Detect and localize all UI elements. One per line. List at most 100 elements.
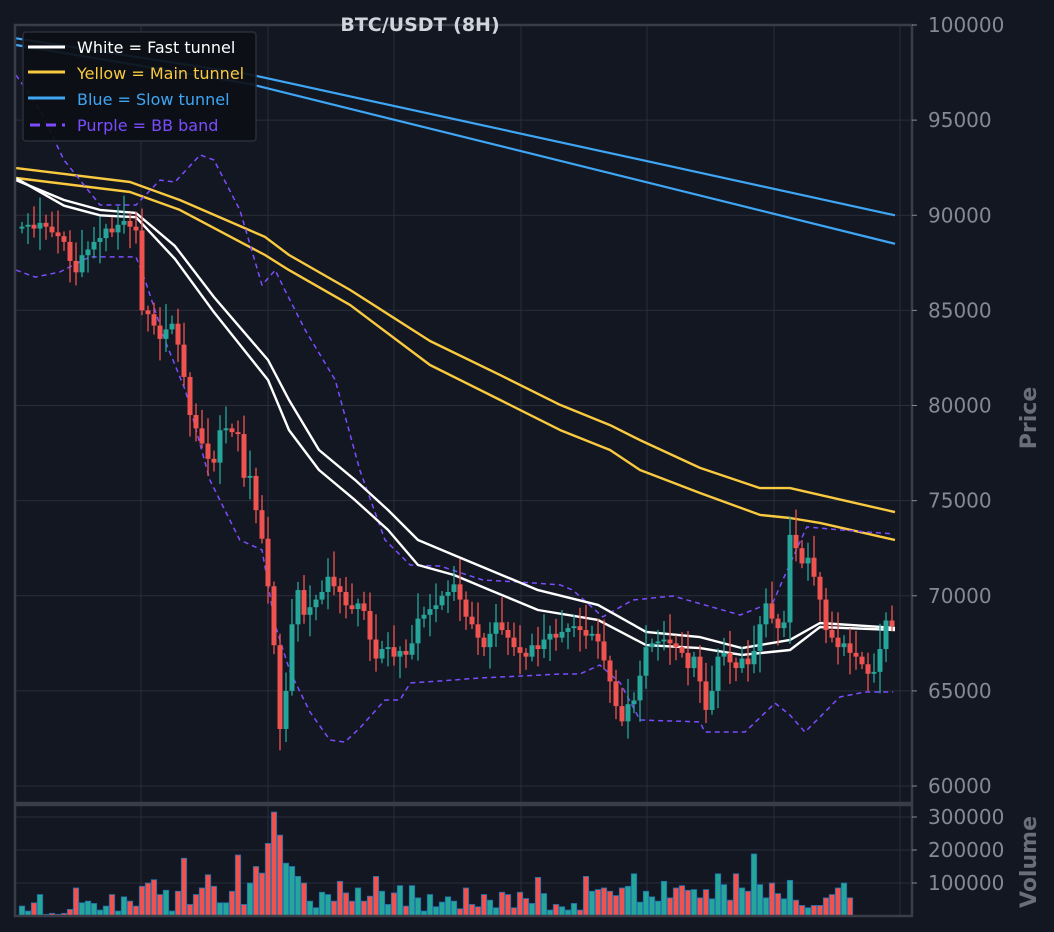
candle-body-up: [313, 599, 319, 608]
volume-bar: [570, 903, 578, 917]
volume-bar: [756, 884, 764, 917]
legend-label-main: Yellow = Main tunnel: [76, 64, 244, 83]
candle-body-down: [277, 645, 283, 729]
volume-bar: [792, 899, 800, 917]
candle-body-down: [847, 643, 853, 653]
candle-body-up: [721, 652, 727, 657]
candle-body-up: [541, 639, 547, 650]
candle-body-up: [223, 428, 229, 431]
chart-title: BTC/USDT (8H): [340, 14, 499, 36]
candle-body-up: [385, 647, 391, 650]
panel-frames: [13, 23, 914, 918]
volume-bar: [828, 894, 836, 917]
volume-bar: [186, 904, 194, 917]
legend: White = Fast tunnel Yellow = Main tunnel…: [22, 31, 257, 142]
candle-body-up: [589, 633, 595, 636]
candle-body-down: [817, 576, 823, 600]
volume-bar: [486, 899, 494, 917]
volume-bar: [258, 872, 266, 917]
candle-body-up: [493, 622, 499, 634]
line-fast-upper: [15, 178, 896, 650]
volume-bar: [690, 889, 698, 917]
volume-bar: [240, 904, 248, 917]
candle-body-down: [205, 443, 211, 459]
y-tick-label: 90000: [928, 203, 992, 227]
candle-body-down: [703, 681, 709, 710]
volume-bar: [372, 876, 380, 917]
candle-body-up: [283, 690, 289, 729]
volume-bar: [234, 854, 242, 917]
volume-bar: [102, 905, 110, 917]
candle-body-up: [79, 255, 85, 273]
candle-body-down: [799, 548, 805, 564]
volume-bar: [522, 898, 530, 917]
candle-body-up: [877, 649, 883, 672]
y-tick-label: 65000: [928, 679, 992, 703]
volume-bar: [672, 887, 680, 917]
candle-body-up: [409, 643, 415, 655]
volume-bar: [606, 890, 614, 917]
candle-body-up: [625, 704, 631, 722]
candle-body-down: [469, 616, 475, 625]
volume-bar: [72, 887, 80, 917]
candle-body-up: [883, 620, 889, 650]
volume-bar: [648, 896, 656, 917]
candle-body-up: [781, 622, 787, 629]
volume-bar: [702, 889, 710, 917]
candle-body-down: [523, 652, 529, 657]
volume-bar: [228, 890, 236, 917]
volume-bar: [390, 892, 398, 917]
volume-bar: [192, 894, 200, 917]
candle-body-down: [745, 658, 751, 665]
volume-bar: [18, 905, 26, 917]
volume-bar: [138, 885, 146, 917]
candle-body-down: [535, 645, 541, 650]
volume-bar: [678, 885, 686, 917]
candle-body-down: [391, 647, 397, 657]
candle-body-down: [367, 610, 373, 640]
volume-bar: [432, 906, 440, 917]
volume-bar: [444, 896, 452, 917]
volume-bar: [498, 891, 506, 917]
candle-body-up: [643, 647, 649, 676]
volume-bar: [30, 902, 38, 917]
price-panel-frame: [13, 23, 914, 805]
candle-body-up: [121, 220, 127, 225]
volume-bar: [354, 887, 362, 917]
candle-body-up: [115, 224, 121, 233]
candle-body-down: [727, 652, 733, 663]
candle-body-down: [505, 630, 511, 638]
volume-bar: [462, 887, 470, 917]
candle-body-down: [193, 415, 199, 429]
candle-body-down: [55, 232, 61, 237]
candle-body-down: [613, 681, 619, 707]
candle-body-up: [739, 658, 745, 669]
candle-body-down: [109, 228, 115, 233]
candle-body-up: [307, 607, 313, 615]
candle-body-down: [889, 620, 895, 627]
candle-body-down: [595, 633, 601, 642]
volume-bar: [90, 903, 98, 917]
candle-body-down: [175, 323, 181, 345]
volume-axis-label: Volume: [1017, 816, 1042, 908]
candle-body-up: [19, 226, 25, 229]
volume-bar: [750, 853, 758, 917]
volume-bar: [450, 900, 458, 917]
volume-bar: [144, 882, 152, 917]
candle-body-down: [301, 590, 307, 615]
volume-bar: [162, 889, 170, 917]
y-tick-label: 75000: [928, 489, 992, 513]
volume-bar: [786, 879, 794, 917]
y-tick-label: 70000: [928, 584, 992, 608]
candle-body-down: [697, 656, 703, 682]
candle-body-down: [139, 230, 145, 311]
candle-body-down: [793, 534, 799, 549]
volume-bar: [276, 834, 284, 917]
volume-bar: [516, 891, 524, 917]
volume-bar: [270, 811, 278, 917]
candle-body-down: [403, 650, 409, 655]
volume-bar: [384, 904, 392, 917]
candle-body-up: [715, 656, 721, 691]
volume-bar: [348, 900, 356, 917]
